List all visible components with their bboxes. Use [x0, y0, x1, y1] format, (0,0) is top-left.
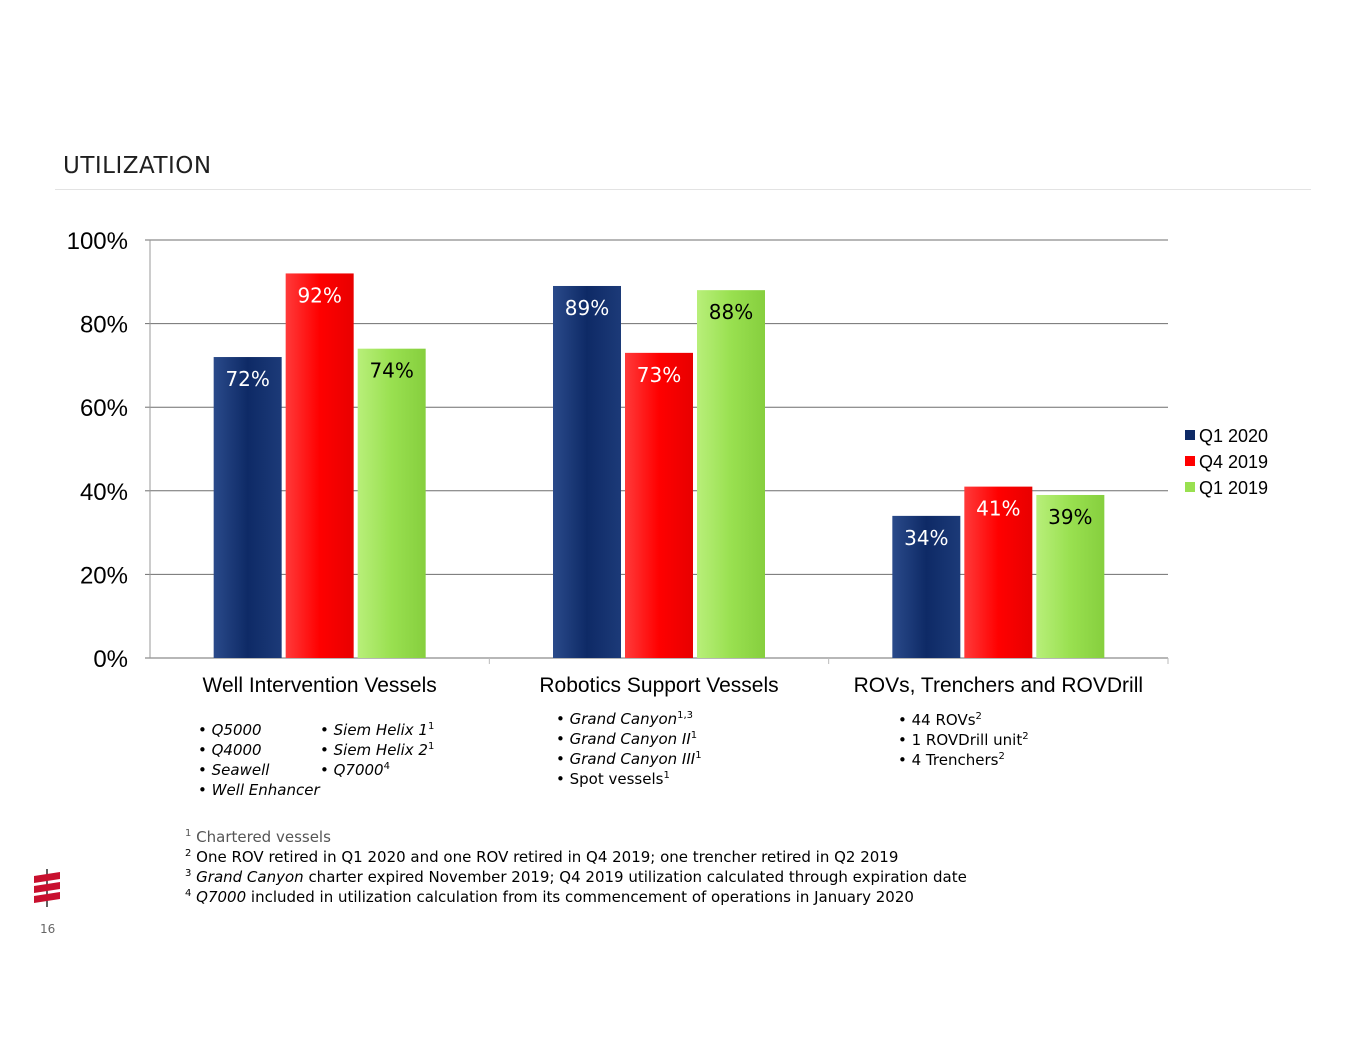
footnote-ref: 1 [695, 750, 702, 761]
vessel-item: Grand Canyon II1 [556, 729, 702, 749]
vessel-item: Q70004 [320, 760, 434, 780]
rov-item: 44 ROVs2 [898, 710, 1029, 730]
footnotes: 1 Chartered vessels 2 One ROV retired in… [185, 827, 967, 907]
vessel-item: Seawell [198, 760, 320, 780]
y-axis-ticks: 0% 20% 40% 60% 80% 100% [67, 228, 128, 673]
chart-legend: Q1 2020 Q4 2019 Q1 2019 [1185, 426, 1268, 498]
category-label: ROVs, Trenchers and ROVDrill [854, 674, 1143, 697]
y-tick-label: 100% [67, 228, 128, 255]
legend-label: Q1 2019 [1199, 478, 1268, 498]
footnote-ref: 1 [690, 730, 698, 741]
vessel-name: Spot vessels [569, 770, 664, 788]
x-axis-categories: Well Intervention Vessels Robotics Suppor… [203, 674, 1143, 697]
bar [285, 273, 354, 658]
rov-item: 4 Trenchers2 [898, 750, 1029, 770]
data-label: 74% [369, 359, 413, 383]
vessel-item: Well Enhancer [198, 780, 320, 800]
y-tick-label: 40% [80, 479, 128, 506]
footnote-ref: 1 [663, 770, 670, 781]
bar [964, 486, 1033, 658]
vessel-name: Grand Canyon II [569, 730, 691, 748]
data-label: 39% [1048, 505, 1092, 529]
footnote-ref: 2 [975, 711, 982, 722]
legend-label: Q1 2020 [1199, 426, 1268, 446]
data-label: 72% [225, 367, 269, 391]
chart-bars: 72% 92% 74% 89% 73% 88% 34% 41% 39% [213, 273, 1105, 658]
data-label: 41% [976, 497, 1020, 521]
robotics-vessel-list: Grand Canyon1,3 Grand Canyon II1 Grand C… [556, 709, 702, 789]
legend-swatch [1185, 456, 1195, 466]
rov-name: 1 ROVDrill unit [911, 731, 1023, 749]
category-label: Robotics Support Vessels [539, 674, 778, 697]
y-tick-label: 60% [80, 395, 128, 422]
footnote-3: 3 Grand Canyon charter expired November … [185, 868, 967, 886]
page-title: UTILIZATION [63, 153, 212, 179]
legend-label: Q4 2019 [1199, 452, 1268, 472]
y-tick-label: 0% [93, 646, 128, 673]
bar [553, 285, 621, 658]
well-intervention-list-2: Siem Helix 11 Siem Helix 21 Q70004 [320, 720, 435, 780]
footnote-2: 2 One ROV retired in Q1 2020 and one ROV… [185, 848, 899, 866]
bar [625, 352, 693, 658]
data-label: 34% [904, 526, 948, 550]
y-tick-label: 80% [80, 312, 128, 339]
data-label: 92% [297, 283, 341, 307]
data-label: 89% [565, 296, 609, 320]
vessel-name: Grand Canyon III [569, 750, 696, 768]
data-label: 73% [637, 363, 681, 387]
vessel-name: Siem Helix 2 [333, 741, 428, 759]
footnote-ref: 1 [427, 721, 435, 732]
footnote-ref: 2 [1022, 731, 1029, 742]
utilization-chart: 0% 20% 40% 60% 80% 100% 72% 92% 74% 89% 73% 88% 34%… [67, 228, 1268, 697]
footnote-ref: 1 [427, 741, 435, 752]
vessel-item: Q5000 [198, 720, 320, 740]
vessel-name: Grand Canyon [569, 710, 678, 728]
vessel-item: Q4000 [198, 740, 320, 760]
bar [892, 515, 961, 658]
footnote-4: 4 Q7000 included in utilization calculat… [185, 888, 914, 906]
vessel-name: Siem Helix 1 [333, 721, 428, 739]
rov-name: 44 ROVs [911, 711, 976, 729]
rov-item: 1 ROVDrill unit2 [898, 730, 1029, 750]
title-divider [55, 189, 1311, 190]
rov-name: 4 Trenchers [911, 751, 999, 769]
vessel-item: Spot vessels1 [556, 769, 702, 789]
well-intervention-list-1: Q5000 Q4000 Seawell Well Enhancer [198, 720, 320, 800]
legend-swatch [1185, 430, 1195, 440]
category-label: Well Intervention Vessels [203, 674, 437, 697]
vessel-item: Siem Helix 11 [320, 720, 435, 740]
data-label: 88% [709, 300, 753, 324]
footnote-1: 1 Chartered vessels [185, 828, 331, 846]
page-number: 16 [40, 922, 56, 936]
vessel-item: Siem Helix 21 [320, 740, 435, 760]
bar [697, 290, 765, 658]
footnote-ref: 2 [998, 751, 1005, 762]
bar [1036, 494, 1105, 658]
bar [357, 348, 426, 658]
footnote-ref: 1,3 [677, 710, 694, 721]
legend-swatch [1185, 482, 1195, 492]
vessel-item: Grand Canyon1,3 [556, 709, 702, 729]
rov-list: 44 ROVs2 1 ROVDrill unit2 4 Trenchers2 [898, 710, 1029, 770]
bar [213, 357, 282, 658]
company-logo-icon [34, 869, 60, 907]
footnote-ref: 4 [383, 761, 390, 772]
vessel-item: Grand Canyon III1 [556, 749, 702, 769]
vessel-name: Q7000 [333, 761, 384, 779]
y-tick-label: 20% [80, 562, 128, 589]
